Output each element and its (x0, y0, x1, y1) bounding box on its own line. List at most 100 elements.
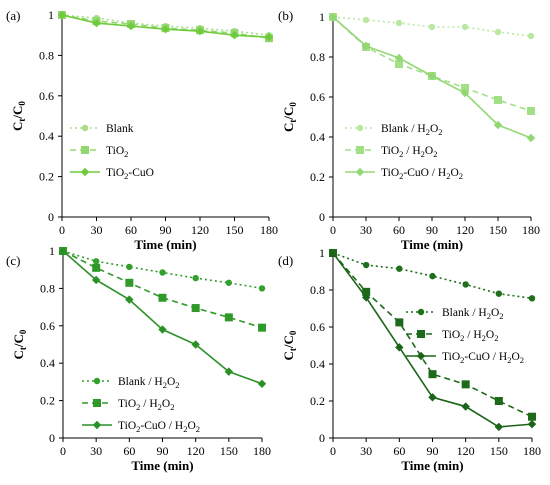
data-point (225, 279, 233, 286)
data-point (527, 32, 535, 40)
data-point (125, 278, 134, 287)
data-point (428, 370, 437, 379)
y-tick-label: 1 (48, 8, 54, 22)
x-tick-label: 0 (330, 444, 336, 458)
data-point (394, 53, 404, 63)
legend-label: Blank / H2O2 (381, 123, 443, 137)
data-point (257, 379, 267, 388)
y-tick-label: 0.8 (310, 50, 325, 64)
x-tick-label: 150 (226, 223, 244, 237)
data-point (494, 397, 503, 405)
y-tick-label: 0.6 (310, 90, 325, 104)
data-point (58, 246, 68, 256)
y-tick-label: 0.4 (310, 357, 325, 371)
data-point (493, 120, 503, 130)
y-tick-label: 0.6 (310, 320, 325, 334)
legend-marker (416, 351, 426, 361)
legend-entry: Blank / H2O2 (82, 376, 180, 390)
x-tick-label: 180 (522, 223, 540, 237)
legend-marker (80, 167, 90, 177)
legend-label: TiO2 / H2O2 (381, 145, 437, 159)
data-point (362, 287, 371, 296)
x-axis-title: Time (min) (401, 458, 463, 473)
legend-entry: TiO2 / H2O2 (82, 398, 174, 412)
y-tick-label: 1 (319, 246, 325, 260)
legend-label: Blank (106, 123, 134, 135)
data-point (125, 295, 134, 304)
data-point (395, 343, 404, 352)
legend-marker (81, 146, 89, 154)
data-point (328, 248, 338, 258)
y-tick-label: 0.4 (39, 129, 54, 143)
y-axis-title: Ct/C0 (281, 330, 298, 360)
legend-entry: TiO2-CuO / H2O2 (406, 351, 524, 365)
data-point (461, 23, 469, 31)
x-axis-title: Time (min) (134, 237, 196, 252)
data-point (428, 23, 436, 31)
data-point (230, 31, 239, 40)
data-point (126, 21, 136, 31)
chart-panel-c: (c) 0 0.2 0.4 0.6 0.8 1 0 30 60 90 120 150 180 Time (m… (6, 244, 271, 473)
y-tick-label: 0 (48, 210, 54, 224)
x-tick-label: 150 (490, 444, 508, 458)
series-0 (329, 13, 535, 40)
x-tick-label: 30 (360, 223, 372, 237)
data-point (527, 107, 535, 115)
y-tick-label: 0 (49, 431, 55, 445)
legend-marker (355, 167, 365, 177)
data-point (462, 281, 469, 288)
data-point (328, 12, 338, 22)
data-point (461, 84, 469, 92)
data-point (126, 263, 133, 271)
y-tick-label: 0.6 (39, 89, 54, 103)
panel-label: (d) (278, 253, 293, 268)
legend-entry: Blank (70, 123, 134, 135)
legend-marker (356, 124, 364, 132)
data-point (429, 272, 436, 280)
x-tick-label: 60 (123, 444, 135, 458)
legend-label: TiO2 / H2O2 (442, 329, 498, 343)
data-point (427, 71, 437, 81)
x-tick-label: 30 (91, 223, 103, 237)
legend-entry: TiO2 (70, 145, 128, 159)
legend-label: Blank / H2O2 (118, 376, 180, 390)
data-point (527, 419, 537, 429)
data-point (494, 96, 502, 104)
y-axis-title: Ct/C0 (281, 102, 298, 132)
data-point (92, 258, 100, 265)
data-point (528, 412, 536, 421)
series-2 (57, 10, 274, 42)
data-point (191, 340, 200, 349)
chart-panel-a: (a) 0 0.2 0.4 0.6 0.8 1 0 30 60 90 120 150 180 Time (m… (6, 8, 278, 252)
legend-entry: TiO2-CuO / H2O2 (345, 167, 463, 181)
series-1 (59, 247, 266, 332)
series-0 (329, 249, 536, 302)
data-point (264, 33, 274, 42)
data-point (191, 304, 200, 313)
y-tick-label: 0 (319, 431, 325, 445)
legend-label: TiO2-CuO / H2O2 (381, 167, 463, 181)
x-tick-label: 180 (253, 444, 271, 458)
chart-panel-d: (d) 0 0.2 0.4 0.6 0.8 1 0 30 60 90 120 150 180 Time (m… (278, 246, 541, 473)
data-point (57, 10, 67, 20)
data-point (362, 16, 370, 24)
legend-entry: TiO2-CuO (70, 167, 154, 181)
data-point (528, 295, 536, 302)
x-tick-label: 90 (426, 223, 438, 237)
x-tick-label: 90 (160, 223, 172, 237)
x-tick-label: 60 (125, 223, 137, 237)
y-tick-label: 0.6 (40, 319, 55, 333)
data-point (396, 265, 403, 272)
data-point (461, 402, 470, 411)
data-point (92, 263, 101, 272)
series-2 (328, 12, 536, 143)
data-point (159, 269, 166, 276)
y-tick-label: 1 (49, 244, 55, 258)
legend-marker (92, 420, 102, 430)
data-point (461, 380, 470, 389)
x-tick-label: 120 (456, 223, 474, 237)
x-tick-label: 30 (90, 444, 102, 458)
data-point (258, 323, 266, 332)
y-axis-title: Ct/C0 (11, 329, 28, 359)
